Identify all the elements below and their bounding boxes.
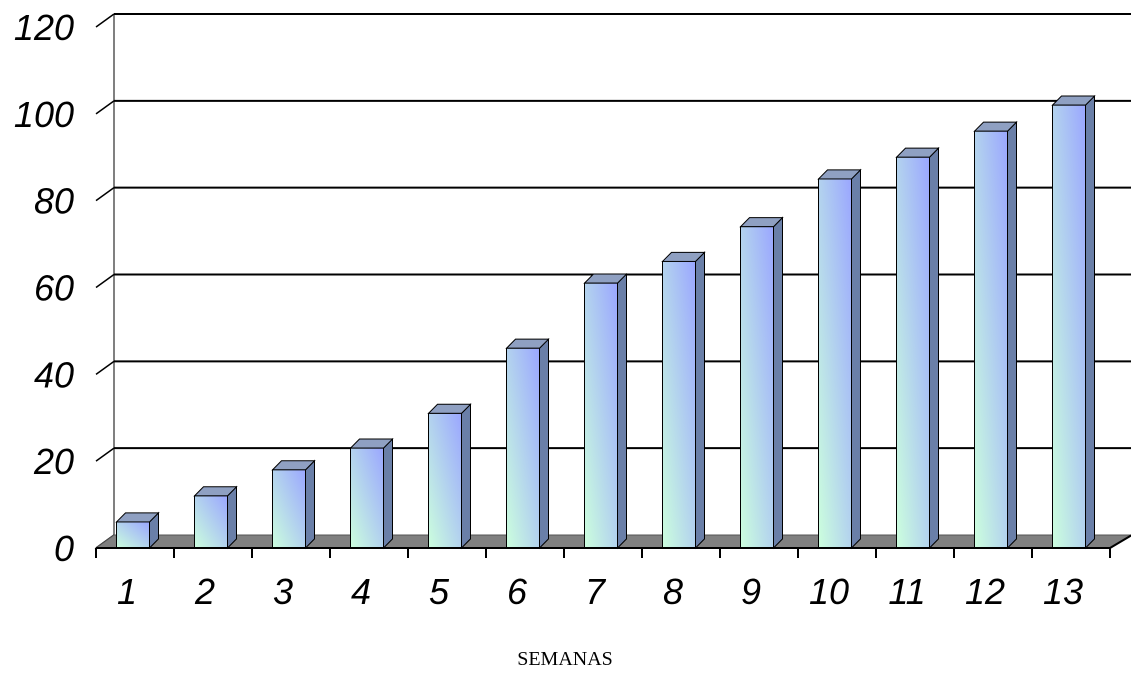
bar-front	[194, 495, 228, 549]
x-tick-label: 5	[429, 571, 450, 612]
x-tick-label: 9	[741, 571, 761, 612]
bar-side	[773, 216, 783, 550]
x-tick-label: 4	[351, 571, 371, 612]
bar-front	[1052, 104, 1086, 549]
bar-6	[505, 337, 550, 550]
side-wall-gridline	[95, 273, 115, 289]
bar-side	[383, 437, 393, 550]
y-tick-label: 120	[14, 7, 74, 48]
bar-side	[1085, 94, 1095, 550]
bar-4	[349, 437, 394, 550]
x-tick-label: 6	[507, 571, 528, 612]
y-tick-label: 0	[54, 528, 74, 569]
bar-front	[428, 412, 462, 549]
bar-front	[974, 130, 1008, 549]
side-wall-gridline	[95, 13, 115, 28]
y-tick-label: 80	[34, 181, 74, 222]
y-tick-label: 60	[34, 268, 74, 309]
bar-7	[583, 272, 628, 550]
bar-side	[617, 272, 627, 550]
x-tick-label: 2	[194, 571, 215, 612]
bar-side	[227, 485, 237, 550]
bar-front	[662, 260, 696, 549]
side-wall-gridline	[95, 360, 115, 375]
x-axis-title: SEMANAS	[517, 648, 613, 670]
bar-front	[740, 226, 774, 549]
bar-2	[193, 485, 238, 550]
x-tick-label: 8	[663, 571, 683, 612]
bar-1	[115, 511, 160, 550]
side-wall-gridline	[95, 447, 115, 462]
bar-front	[584, 282, 618, 549]
y-tick-labels: 0 20 40 60 80 100 120	[14, 7, 74, 569]
x-tick-label: 1	[117, 571, 137, 612]
bar-side	[539, 337, 549, 550]
x-tick-labels: 1 2 3 4 5 6 7 8 9 10 11 12 13	[117, 571, 1083, 612]
bar-side	[851, 168, 861, 550]
bar-front	[272, 469, 306, 549]
bar-side	[1007, 120, 1017, 550]
x-tick-label: 12	[965, 571, 1005, 612]
y-tick-label: 100	[14, 94, 74, 135]
bar-front	[350, 447, 384, 549]
bar-side	[695, 251, 705, 550]
bar-3	[271, 459, 316, 550]
y-tick-label: 20	[33, 441, 74, 482]
bar-8	[661, 251, 706, 550]
bar-front	[818, 178, 852, 549]
side-wall-gridline	[95, 100, 115, 115]
bars	[115, 94, 1096, 550]
bar-9	[739, 216, 784, 550]
bar-side	[461, 403, 471, 550]
side-wall-gridline	[95, 187, 115, 202]
bar-side	[929, 146, 939, 550]
bar-side	[305, 459, 315, 550]
bar-13	[1051, 94, 1096, 550]
bar-11	[895, 146, 940, 550]
bar-5	[427, 403, 472, 550]
bar-10	[817, 168, 862, 550]
bar-12	[973, 120, 1018, 550]
bar-front	[896, 156, 930, 549]
bar-front	[506, 347, 540, 549]
x-tick-label: 13	[1043, 571, 1083, 612]
x-tick-label: 11	[888, 571, 925, 612]
x-tick-label: 10	[809, 571, 849, 612]
x-tick-label: 3	[273, 571, 293, 612]
axes	[95, 534, 1131, 558]
bar-front	[116, 521, 150, 549]
floor-right-edge	[1109, 534, 1131, 549]
x-tick-label: 7	[585, 571, 607, 612]
y-tick-label: 40	[34, 354, 74, 395]
